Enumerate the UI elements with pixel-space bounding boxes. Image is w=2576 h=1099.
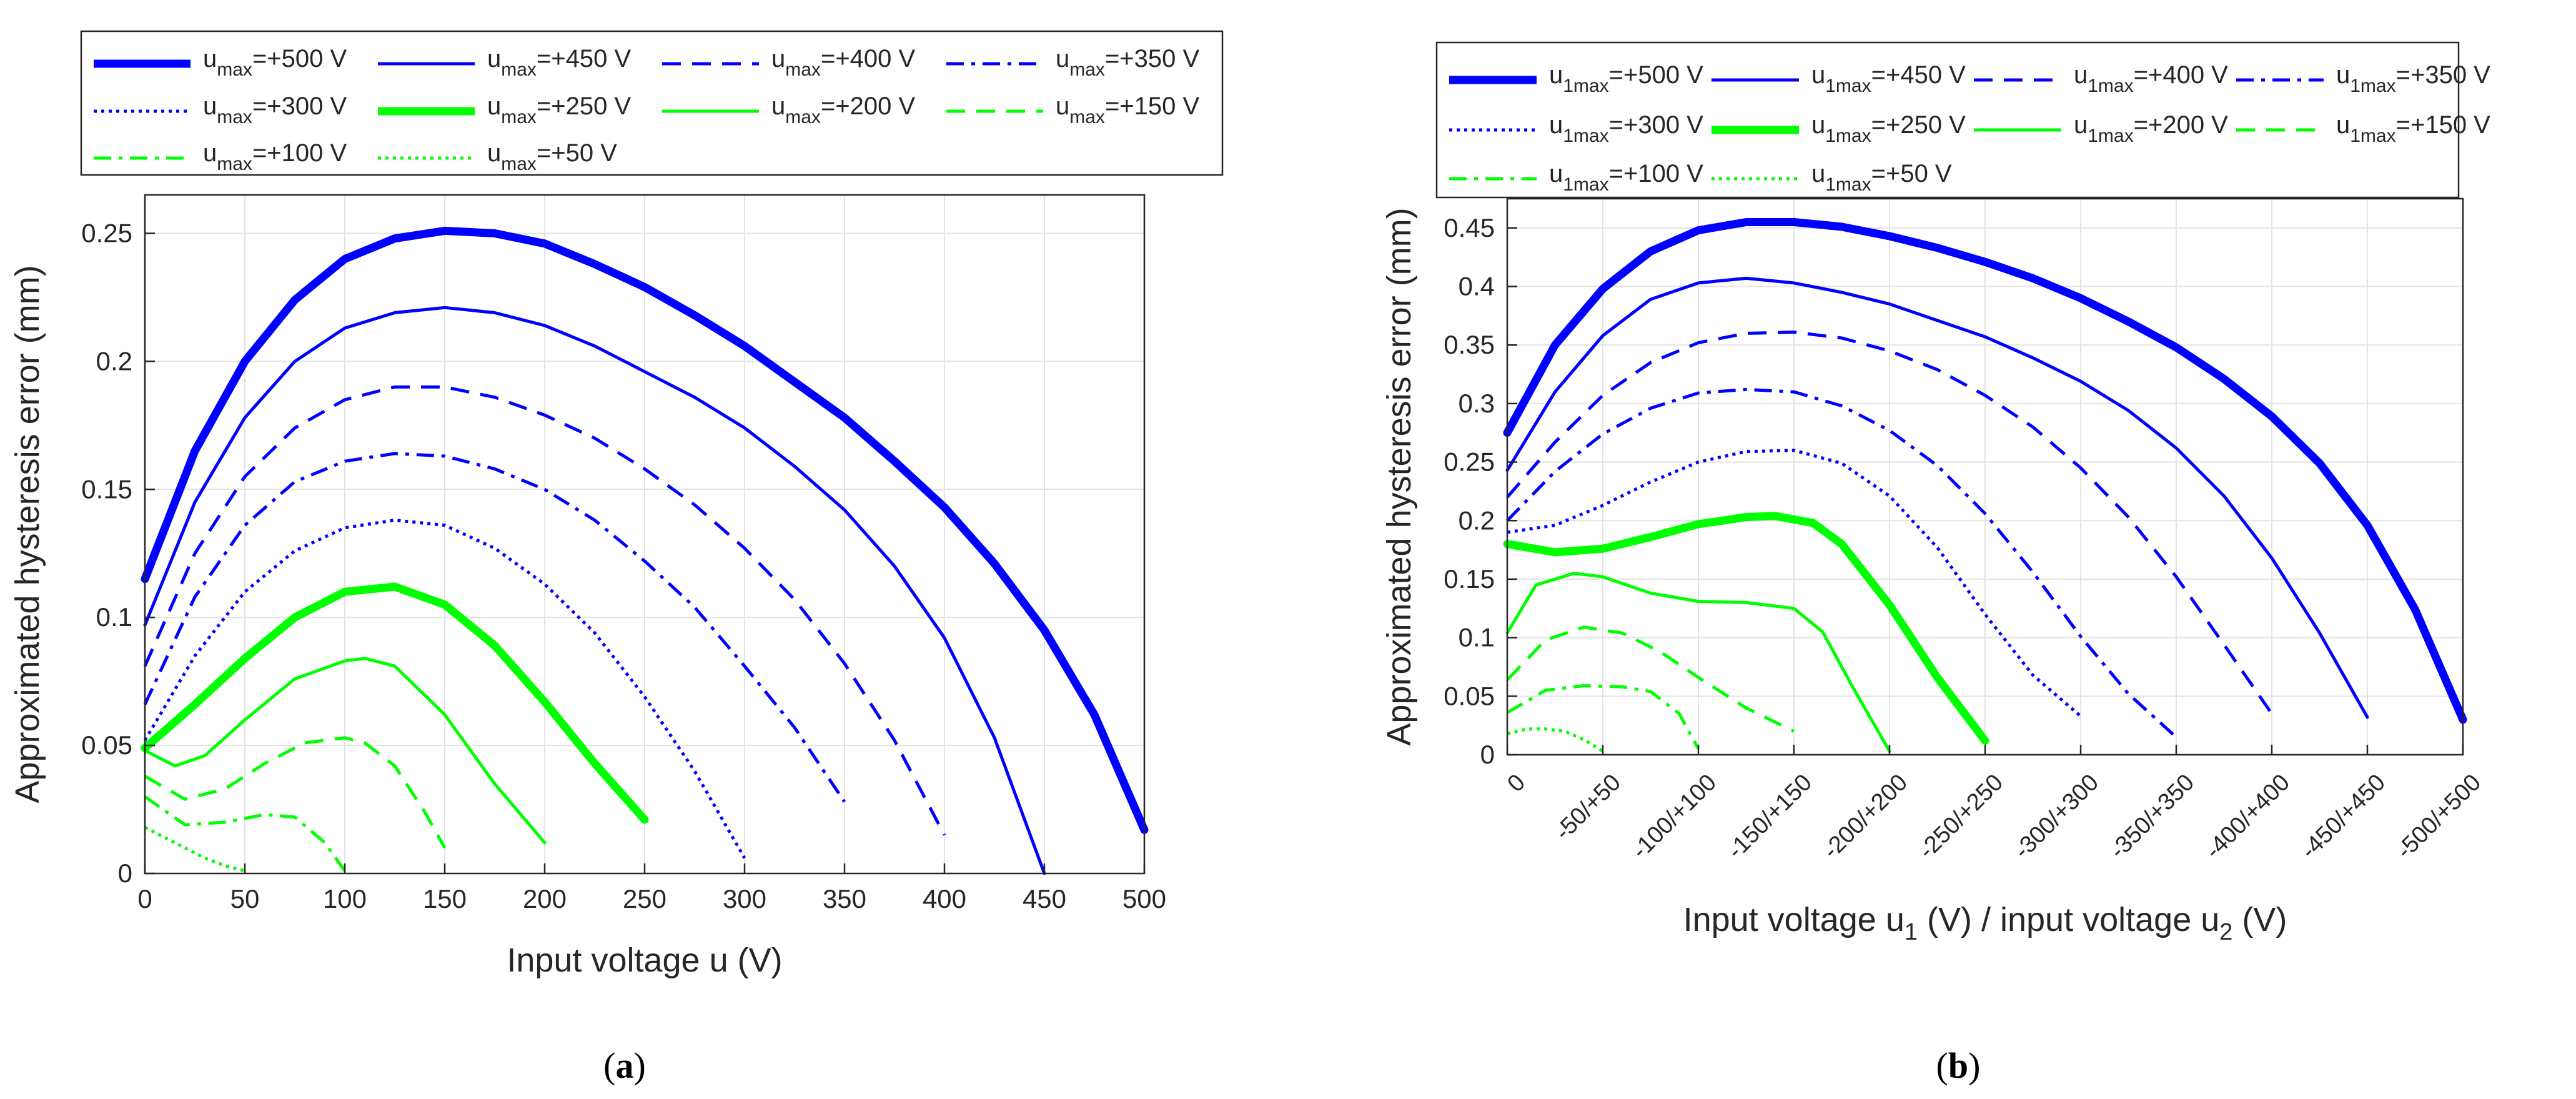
legend-entry: u1max=+150 V: [2336, 111, 2490, 146]
series-line-350v: [143, 452, 846, 803]
series-line-150v: [144, 736, 447, 849]
legend-entry: umax=+300 V: [203, 92, 347, 127]
x-tick-label: 500: [1122, 884, 1166, 913]
panel-a: 0 50 100 150 200 250 300 350 400 450 500 0 0.05 0.1 0.…: [9, 30, 1224, 1086]
legend-entry: u1max=+250 V: [1811, 111, 1966, 146]
x-tick-label: -500/+500: [2392, 769, 2486, 863]
x-tick-label: 400: [923, 884, 966, 913]
series-line-350v: [1506, 387, 2177, 738]
legend-entry: u1max=+100 V: [1549, 160, 1703, 195]
legend-entry: u1max=+500 V: [1549, 61, 1703, 96]
x-tick-label: -300/+300: [2009, 769, 2104, 863]
series-line-500v: [141, 226, 1149, 834]
y-tick-label: 0.05: [81, 730, 132, 760]
y-tick-label: 0: [1480, 740, 1495, 769]
series-line-200v: [1505, 572, 1891, 753]
panel-caption: (a): [603, 1045, 646, 1086]
legend-entry: umax=+450 V: [487, 45, 632, 80]
legend-entry: umax=+50 V: [487, 139, 617, 174]
y-tick-label: 0.4: [1459, 272, 1495, 301]
y-tick-label: 0.2: [1459, 505, 1495, 535]
series-line-250v: [1503, 512, 1989, 745]
series-line-50v: [1507, 727, 1604, 753]
series-line-100v: [1506, 684, 1700, 750]
x-tick-label: 150: [423, 884, 467, 913]
legend-entry: u1max=+450 V: [1811, 61, 1966, 96]
panel-b: 0 -50/+50 -100/+100 -150/+150 -200/+200 -250/…: [1380, 41, 2490, 1086]
series-line-300v: [1507, 449, 2082, 718]
y-tick-label: 0.25: [1444, 447, 1495, 477]
series-line-150v: [1506, 625, 1795, 733]
series-line-500v: [1503, 218, 2467, 724]
x-tick-label: 250: [623, 884, 666, 913]
y-tick-label: 0.1: [1459, 623, 1495, 652]
x-tick-label: -250/+250: [1914, 769, 2008, 863]
x-tick-label: -400/+400: [2201, 769, 2295, 863]
x-tick-label: 0: [1502, 769, 1530, 797]
legend-entry: umax=+350 V: [1056, 45, 1200, 80]
legend-entry: u1max=+350 V: [2336, 61, 2490, 96]
y-axis-label: Approximated hysteresis error (mm): [1380, 207, 1418, 745]
x-tick-label: -450/+450: [2296, 769, 2390, 863]
series-line-250v: [141, 582, 649, 824]
y-tick-label: 0.15: [81, 474, 132, 504]
series-line-200v: [143, 657, 547, 845]
x-tick-label: 100: [323, 884, 367, 913]
y-tick-label: 0.3: [1459, 389, 1495, 418]
x-axis-label: Input voltage u (V): [507, 942, 782, 979]
series-line-400v: [1506, 331, 2274, 715]
y-tick-label: 0.25: [81, 218, 132, 247]
legend-entry: umax=+100 V: [203, 139, 347, 174]
series-line-450v: [143, 306, 1046, 875]
series-line-400v: [143, 385, 946, 836]
series-line-300v: [143, 519, 746, 859]
y-tick-label: 0.1: [96, 602, 132, 632]
y-tick-label: 0: [118, 858, 132, 888]
y-axis-label: Approximated hysteresis error (mm): [9, 265, 46, 803]
x-tick-label: -350/+350: [2105, 769, 2199, 863]
x-tick-label: 50: [230, 884, 260, 913]
x-axis-label: Input voltage u1 (V) / input voltage u2 …: [1683, 901, 2287, 945]
series-line-100v: [144, 795, 347, 872]
legend-box: [1435, 41, 2460, 199]
series-line-450v: [1505, 276, 2369, 719]
legend-entry: umax=+150 V: [1056, 92, 1200, 127]
y-tick-label: 0.15: [1444, 564, 1495, 594]
legend-entry: umax=+250 V: [487, 92, 632, 127]
legend-entry: u1max=+300 V: [1549, 111, 1703, 146]
x-tick-label: 350: [823, 884, 866, 913]
legend-box: [80, 30, 1224, 176]
x-tick-label: 200: [523, 884, 567, 913]
series-line-50v: [144, 825, 245, 873]
y-tick-label: 0.2: [96, 346, 132, 375]
x-tick-label: 0: [137, 884, 152, 913]
x-tick-label: -50/+50: [1550, 769, 1626, 845]
panel-caption: (b): [1936, 1045, 1981, 1086]
x-tick-label: -150/+150: [1723, 769, 1817, 863]
y-tick-label: 0.05: [1444, 681, 1495, 710]
legend-entry: u1max=+400 V: [2074, 61, 2228, 96]
x-tick-label: 300: [723, 884, 766, 913]
legend-entry: umax=+400 V: [771, 45, 916, 80]
legend-entry: umax=+500 V: [203, 45, 347, 80]
x-tick-label: -200/+200: [1818, 769, 1913, 863]
legend-entry: u1max=+200 V: [2074, 111, 2228, 146]
y-tick-label: 0.35: [1444, 330, 1495, 359]
legend-entry: umax=+200 V: [771, 92, 916, 127]
x-tick-label: -100/+100: [1627, 769, 1721, 863]
x-tick-label: 450: [1023, 884, 1066, 913]
legend-entry: u1max=+50 V: [1811, 160, 1952, 195]
y-tick-label: 0.45: [1444, 213, 1495, 242]
